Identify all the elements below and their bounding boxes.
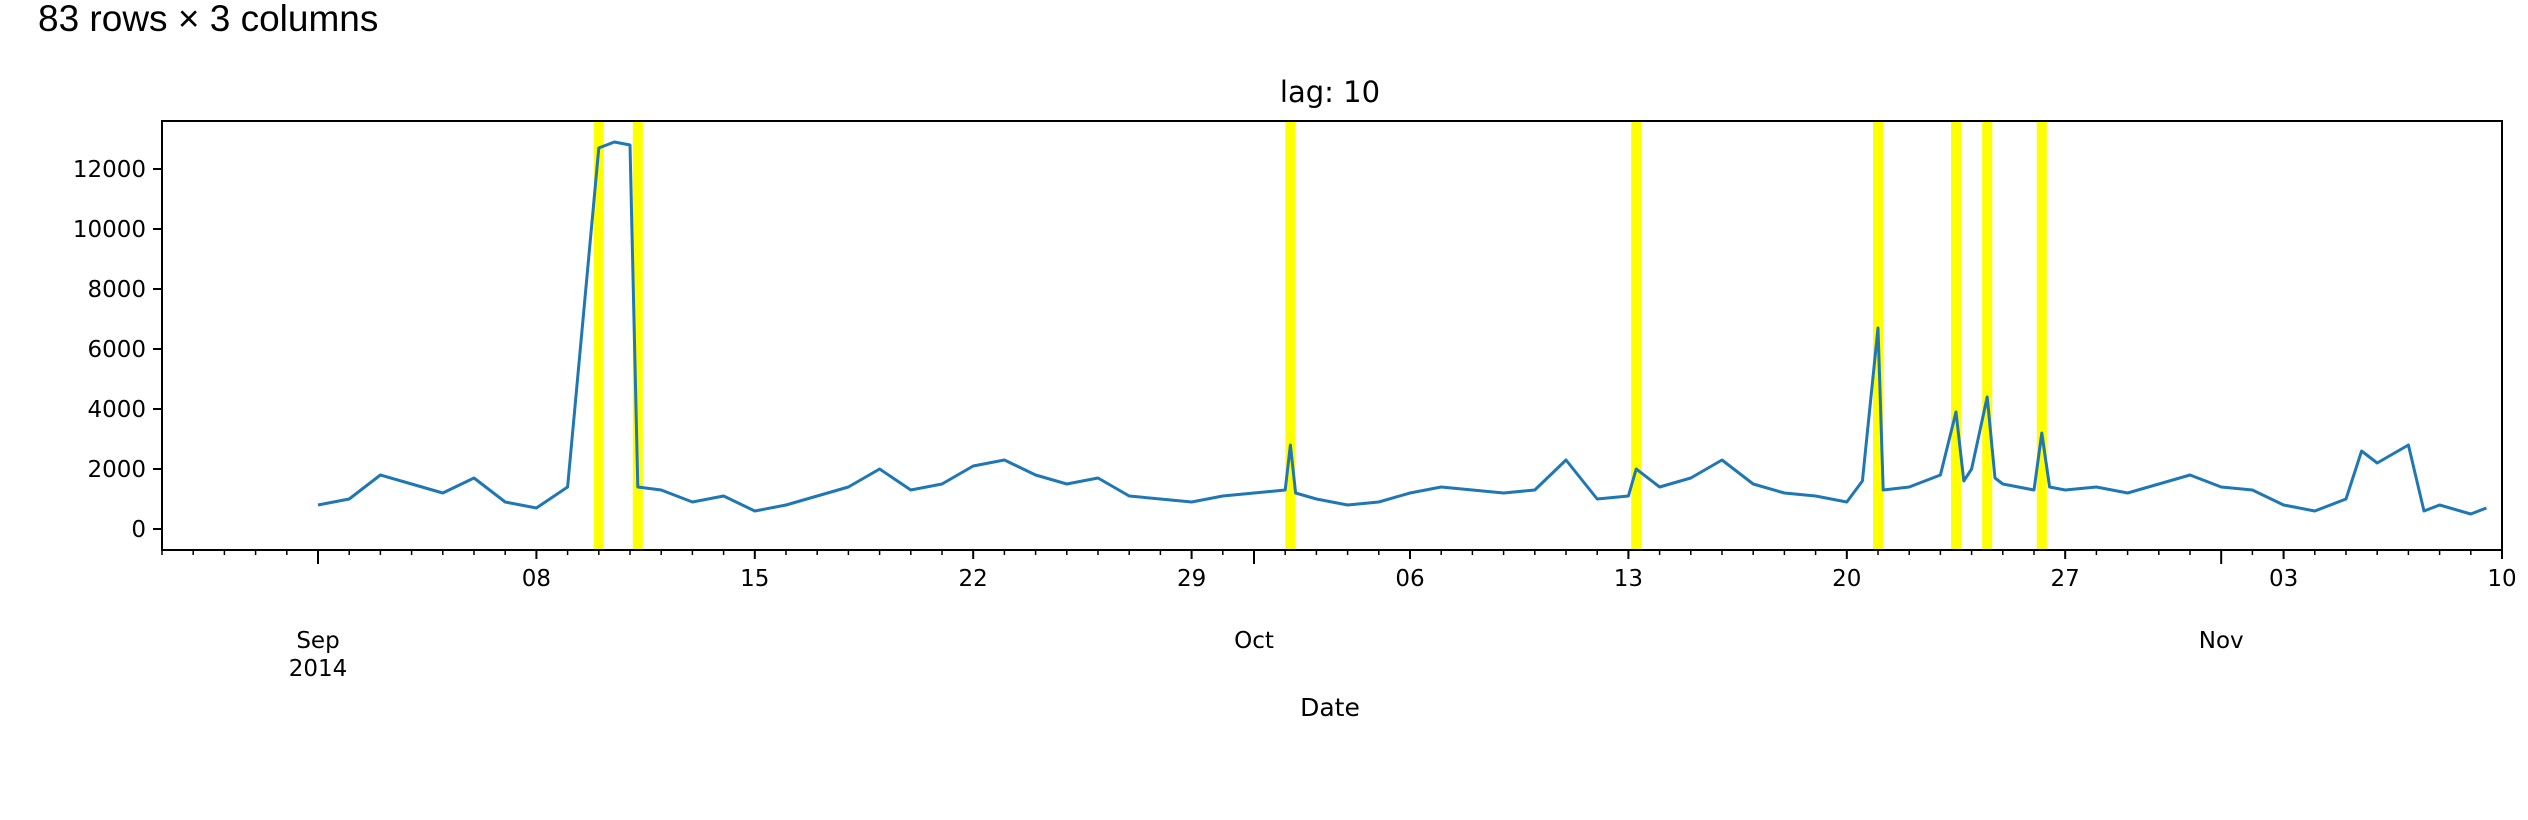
- y-tick-label: 6000: [87, 337, 146, 363]
- x-week-tick-label: 15: [740, 566, 769, 592]
- x-axis-label: Date: [1300, 693, 1360, 722]
- highlight-band: [1982, 121, 1993, 550]
- y-tick-label: 8000: [87, 277, 146, 303]
- table-size-caption: 83 rows × 3 columns: [38, 0, 379, 39]
- x-week-tick-label: 20: [1832, 566, 1861, 592]
- y-tick-label: 0: [131, 517, 146, 543]
- series-line: [317, 140, 2487, 516]
- highlight-band: [632, 121, 643, 550]
- x-month-tick-label: 2014: [289, 656, 348, 682]
- x-week-tick-label: 29: [1177, 566, 1206, 592]
- x-week-tick-label: 13: [1614, 566, 1643, 592]
- x-month-tick-label: Sep: [296, 628, 339, 654]
- y-tick-label: 12000: [73, 157, 146, 183]
- x-week-tick-label: 22: [959, 566, 988, 592]
- highlight-band: [1951, 121, 1961, 550]
- y-tick-label: 10000: [73, 217, 146, 243]
- x-week-tick-label: 08: [522, 566, 551, 592]
- x-week-tick-label: 06: [1395, 566, 1424, 592]
- highlight-band: [1285, 121, 1296, 550]
- x-week-tick-label: 10: [2487, 566, 2516, 592]
- highlight-band: [1631, 121, 1642, 550]
- highlight-band: [593, 121, 604, 550]
- x-week-tick-label: 27: [2051, 566, 2080, 592]
- x-month-tick-label: Nov: [2199, 628, 2244, 654]
- x-week-tick-label: 03: [2269, 566, 2298, 592]
- highlight-band: [2036, 121, 2047, 550]
- y-axis: 0 2000 4000 6000 8000 10000 12000: [73, 157, 162, 543]
- x-month-tick-label: Oct: [1234, 628, 1274, 654]
- series-layer: [317, 140, 2487, 516]
- plot-frame: [161, 120, 2503, 551]
- highlight-bands: [593, 121, 2047, 550]
- y-tick-label: 2000: [87, 457, 146, 483]
- chart-title: lag: 10: [1280, 75, 1380, 109]
- y-tick-label: 4000: [87, 397, 146, 423]
